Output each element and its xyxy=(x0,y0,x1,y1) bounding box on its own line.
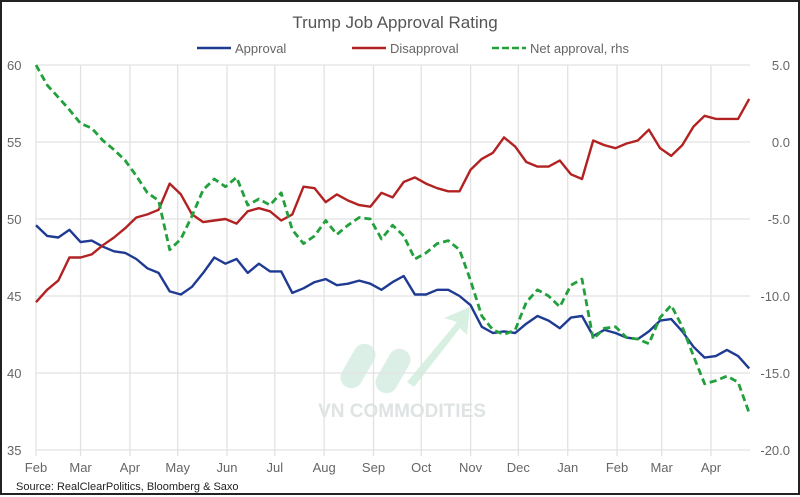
y-left-tick-label: 60 xyxy=(7,58,21,73)
y-left-tick-label: 35 xyxy=(7,443,21,458)
watermark-logo: VN COMMODITIES xyxy=(318,307,486,422)
y-right-tick-label: 0.0 xyxy=(772,135,790,150)
watermark-text: VN COMMODITIES xyxy=(318,401,486,422)
x-tick-label: Apr xyxy=(701,460,722,475)
y-left-tick-label: 40 xyxy=(7,366,21,381)
x-tick-label: Jul xyxy=(266,460,283,475)
x-tick-label: Jun xyxy=(217,460,238,475)
chart-title: Trump Job Approval Rating xyxy=(292,13,497,32)
grid xyxy=(36,65,750,456)
x-tick-label: Apr xyxy=(120,460,141,475)
y-left-tick-label: 45 xyxy=(7,289,21,304)
x-tick-label: Feb xyxy=(606,460,628,475)
x-tick-label: Feb xyxy=(25,460,47,475)
legend-label: Net approval, rhs xyxy=(530,41,629,56)
x-tick-label: Jan xyxy=(557,460,578,475)
x-tick-label: Sep xyxy=(362,460,385,475)
x-tick-label: Mar xyxy=(69,460,92,475)
y-left-tick-label: 55 xyxy=(7,135,21,150)
y-right-tick-label: -20.0 xyxy=(760,443,790,458)
legend-label: Disapproval xyxy=(390,41,459,56)
x-tick-label: Aug xyxy=(313,460,336,475)
y-left-tick-label: 50 xyxy=(7,212,21,227)
x-tick-label: Dec xyxy=(507,460,531,475)
y-right-tick-label: -10.0 xyxy=(760,289,790,304)
x-tick-label: Nov xyxy=(459,460,483,475)
y-right-tick-label: 5.0 xyxy=(772,58,790,73)
x-tick-label: Mar xyxy=(650,460,673,475)
x-tick-label: Oct xyxy=(411,460,432,475)
series-line-disapproval xyxy=(36,99,749,302)
legend-label: Approval xyxy=(235,41,286,56)
y-right-tick-label: -5.0 xyxy=(768,212,790,227)
series-line-approval xyxy=(36,225,749,368)
y-right-tick-label: -15.0 xyxy=(760,366,790,381)
x-tick-label: May xyxy=(165,460,190,475)
source-note: Source: RealClearPolitics, Bloomberg & S… xyxy=(16,481,239,493)
legend: Approval Disapproval Net approval, rhs xyxy=(197,41,629,56)
